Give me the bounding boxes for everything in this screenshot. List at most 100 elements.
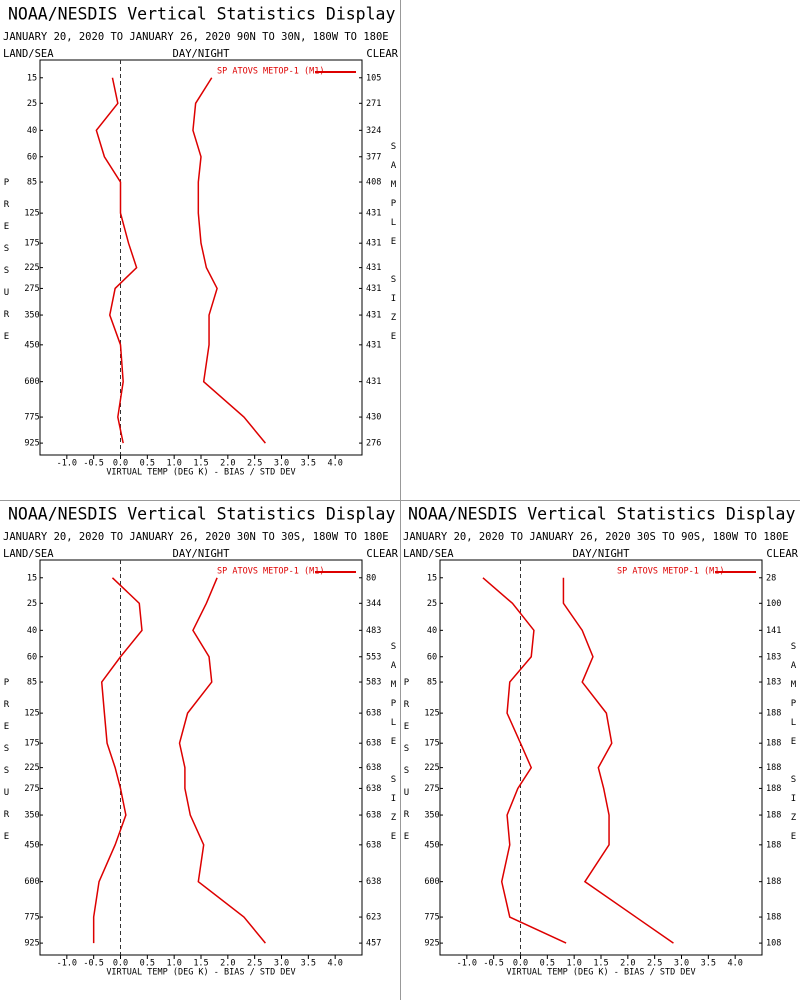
sample-size-label: 431 [366,377,381,387]
y-tick-label: 775 [24,913,39,923]
x-tick-label: 4.0 [727,959,742,969]
y-tick-label: 275 [24,784,39,794]
x-tick-label: 3.0 [674,959,689,969]
y-tick-label: 25 [427,599,437,609]
std-dev-line [562,577,674,944]
y-tick-label: 60 [427,652,437,662]
y-tick-label: 450 [424,840,439,850]
y-tick-label: 925 [24,439,39,449]
sample-size-label: 377 [366,152,381,162]
x-tick-label: 3.5 [301,959,316,969]
legend-label: SP ATOVS METOP-1 (M1) [617,567,724,577]
corner-label: LAND/SEA [3,48,54,60]
x-tick-label: -0.5 [83,959,103,969]
sample-size-label: 623 [366,913,381,923]
corner-label: LAND/SEA [3,548,54,560]
bias-line [95,77,138,444]
x-tick-label: 0.0 [113,459,128,469]
y-tick-label: 600 [24,377,39,387]
x-tick-label: 0.0 [113,959,128,969]
y-tick-label: 15 [27,73,37,83]
chart-title: NOAA/NESDIS Vertical Statistics Display [8,505,395,524]
sample-size-label: 141 [766,626,781,636]
sample-size-label: 431 [366,239,381,249]
chart-panel: NOAA/NESDIS Vertical Statistics Display J… [402,505,799,978]
chart-subtitle: JANUARY 20, 2020 TO JANUARY 26, 2020 90N… [3,31,389,43]
chart-title: NOAA/NESDIS Vertical Statistics Display [8,5,395,24]
corner-label: CLEAR [366,548,398,560]
y-tick-label: 40 [427,626,437,636]
x-tick-label: 3.0 [274,959,289,969]
y-tick-label: 25 [27,99,37,109]
y-tick-label: 775 [24,413,39,423]
sample-size-label: 188 [766,709,781,719]
sample-size-label: 105 [366,73,381,83]
sample-size-label: 553 [366,652,381,662]
sample-size-label: 188 [766,739,781,749]
x-tick-label: 1.0 [166,459,181,469]
chart-panel: NOAA/NESDIS Vertical Statistics Display J… [2,505,399,978]
sample-size-label: 431 [366,263,381,273]
y-axis-label: PRESSURE [402,678,412,854]
sample-size-label: 188 [766,913,781,923]
y-tick-label: 350 [24,811,39,821]
x-tick-label: 0.5 [140,959,155,969]
sample-size-label: 638 [366,877,381,887]
sample-size-label: 638 [366,811,381,821]
y-tick-label: 125 [24,709,39,719]
y-tick-label: 40 [27,626,37,636]
std-dev-line [192,77,266,444]
x-axis-label: VIRTUAL TEMP (DEG K) - BIAS / STD DEV [106,468,295,478]
sample-size-label: 638 [366,784,381,794]
sample-size-label: 431 [366,209,381,219]
x-tick-label: 0.5 [540,959,555,969]
x-tick-label: -0.5 [483,959,503,969]
sample-size-label: 108 [766,939,781,949]
x-tick-label: 1.5 [593,959,608,969]
y-tick-label: 450 [24,340,39,350]
sample-size-label: 457 [366,939,381,949]
sample-size-label: 483 [366,626,381,636]
sample-size-label: 430 [366,413,381,423]
x-tick-label: 2.5 [247,459,262,469]
x-tick-label: 1.0 [566,959,581,969]
x-tick-label: 3.0 [274,459,289,469]
y2-axis-label: SAMPLE SIZE [789,642,799,851]
corner-label: CLEAR [366,48,398,60]
sample-size-label: 28 [766,573,776,583]
y-tick-label: 275 [424,784,439,794]
sample-size-label: 188 [766,877,781,887]
y-tick-label: 600 [424,877,439,887]
legend-label: SP ATOVS METOP-1 (M1) [217,67,324,77]
y-axis-label: PRESSURE [2,178,12,354]
sample-size-label: 583 [366,678,381,688]
x-tick-label: 2.0 [620,959,635,969]
sample-size-label: 183 [766,678,781,688]
y-tick-label: 40 [27,126,37,136]
sample-size-label: 344 [366,599,381,609]
y-tick-label: 925 [424,939,439,949]
y-tick-label: 85 [427,678,437,688]
sample-size-label: 276 [366,439,381,449]
legend-label: SP ATOVS METOP-1 (M1) [217,567,324,577]
sample-size-label: 431 [366,284,381,294]
y-tick-label: 25 [27,599,37,609]
y-tick-label: 775 [424,913,439,923]
y-tick-label: 85 [27,178,37,188]
x-tick-label: 4.0 [327,959,342,969]
corner-label: DAY/NIGHT [573,548,631,560]
y-tick-label: 450 [24,840,39,850]
corner-label: CLEAR [766,548,798,560]
corner-label: LAND/SEA [403,548,454,560]
y2-axis-label: SAMPLE SIZE [389,142,399,351]
y-tick-label: 600 [24,877,39,887]
x-tick-label: 0.5 [140,459,155,469]
y-tick-label: 60 [27,652,37,662]
bias-line [92,577,143,944]
x-tick-label: 1.0 [166,959,181,969]
y-tick-label: 125 [24,209,39,219]
x-tick-label: -0.5 [83,459,103,469]
y-tick-label: 175 [24,739,39,749]
x-tick-label: 0.0 [513,959,528,969]
